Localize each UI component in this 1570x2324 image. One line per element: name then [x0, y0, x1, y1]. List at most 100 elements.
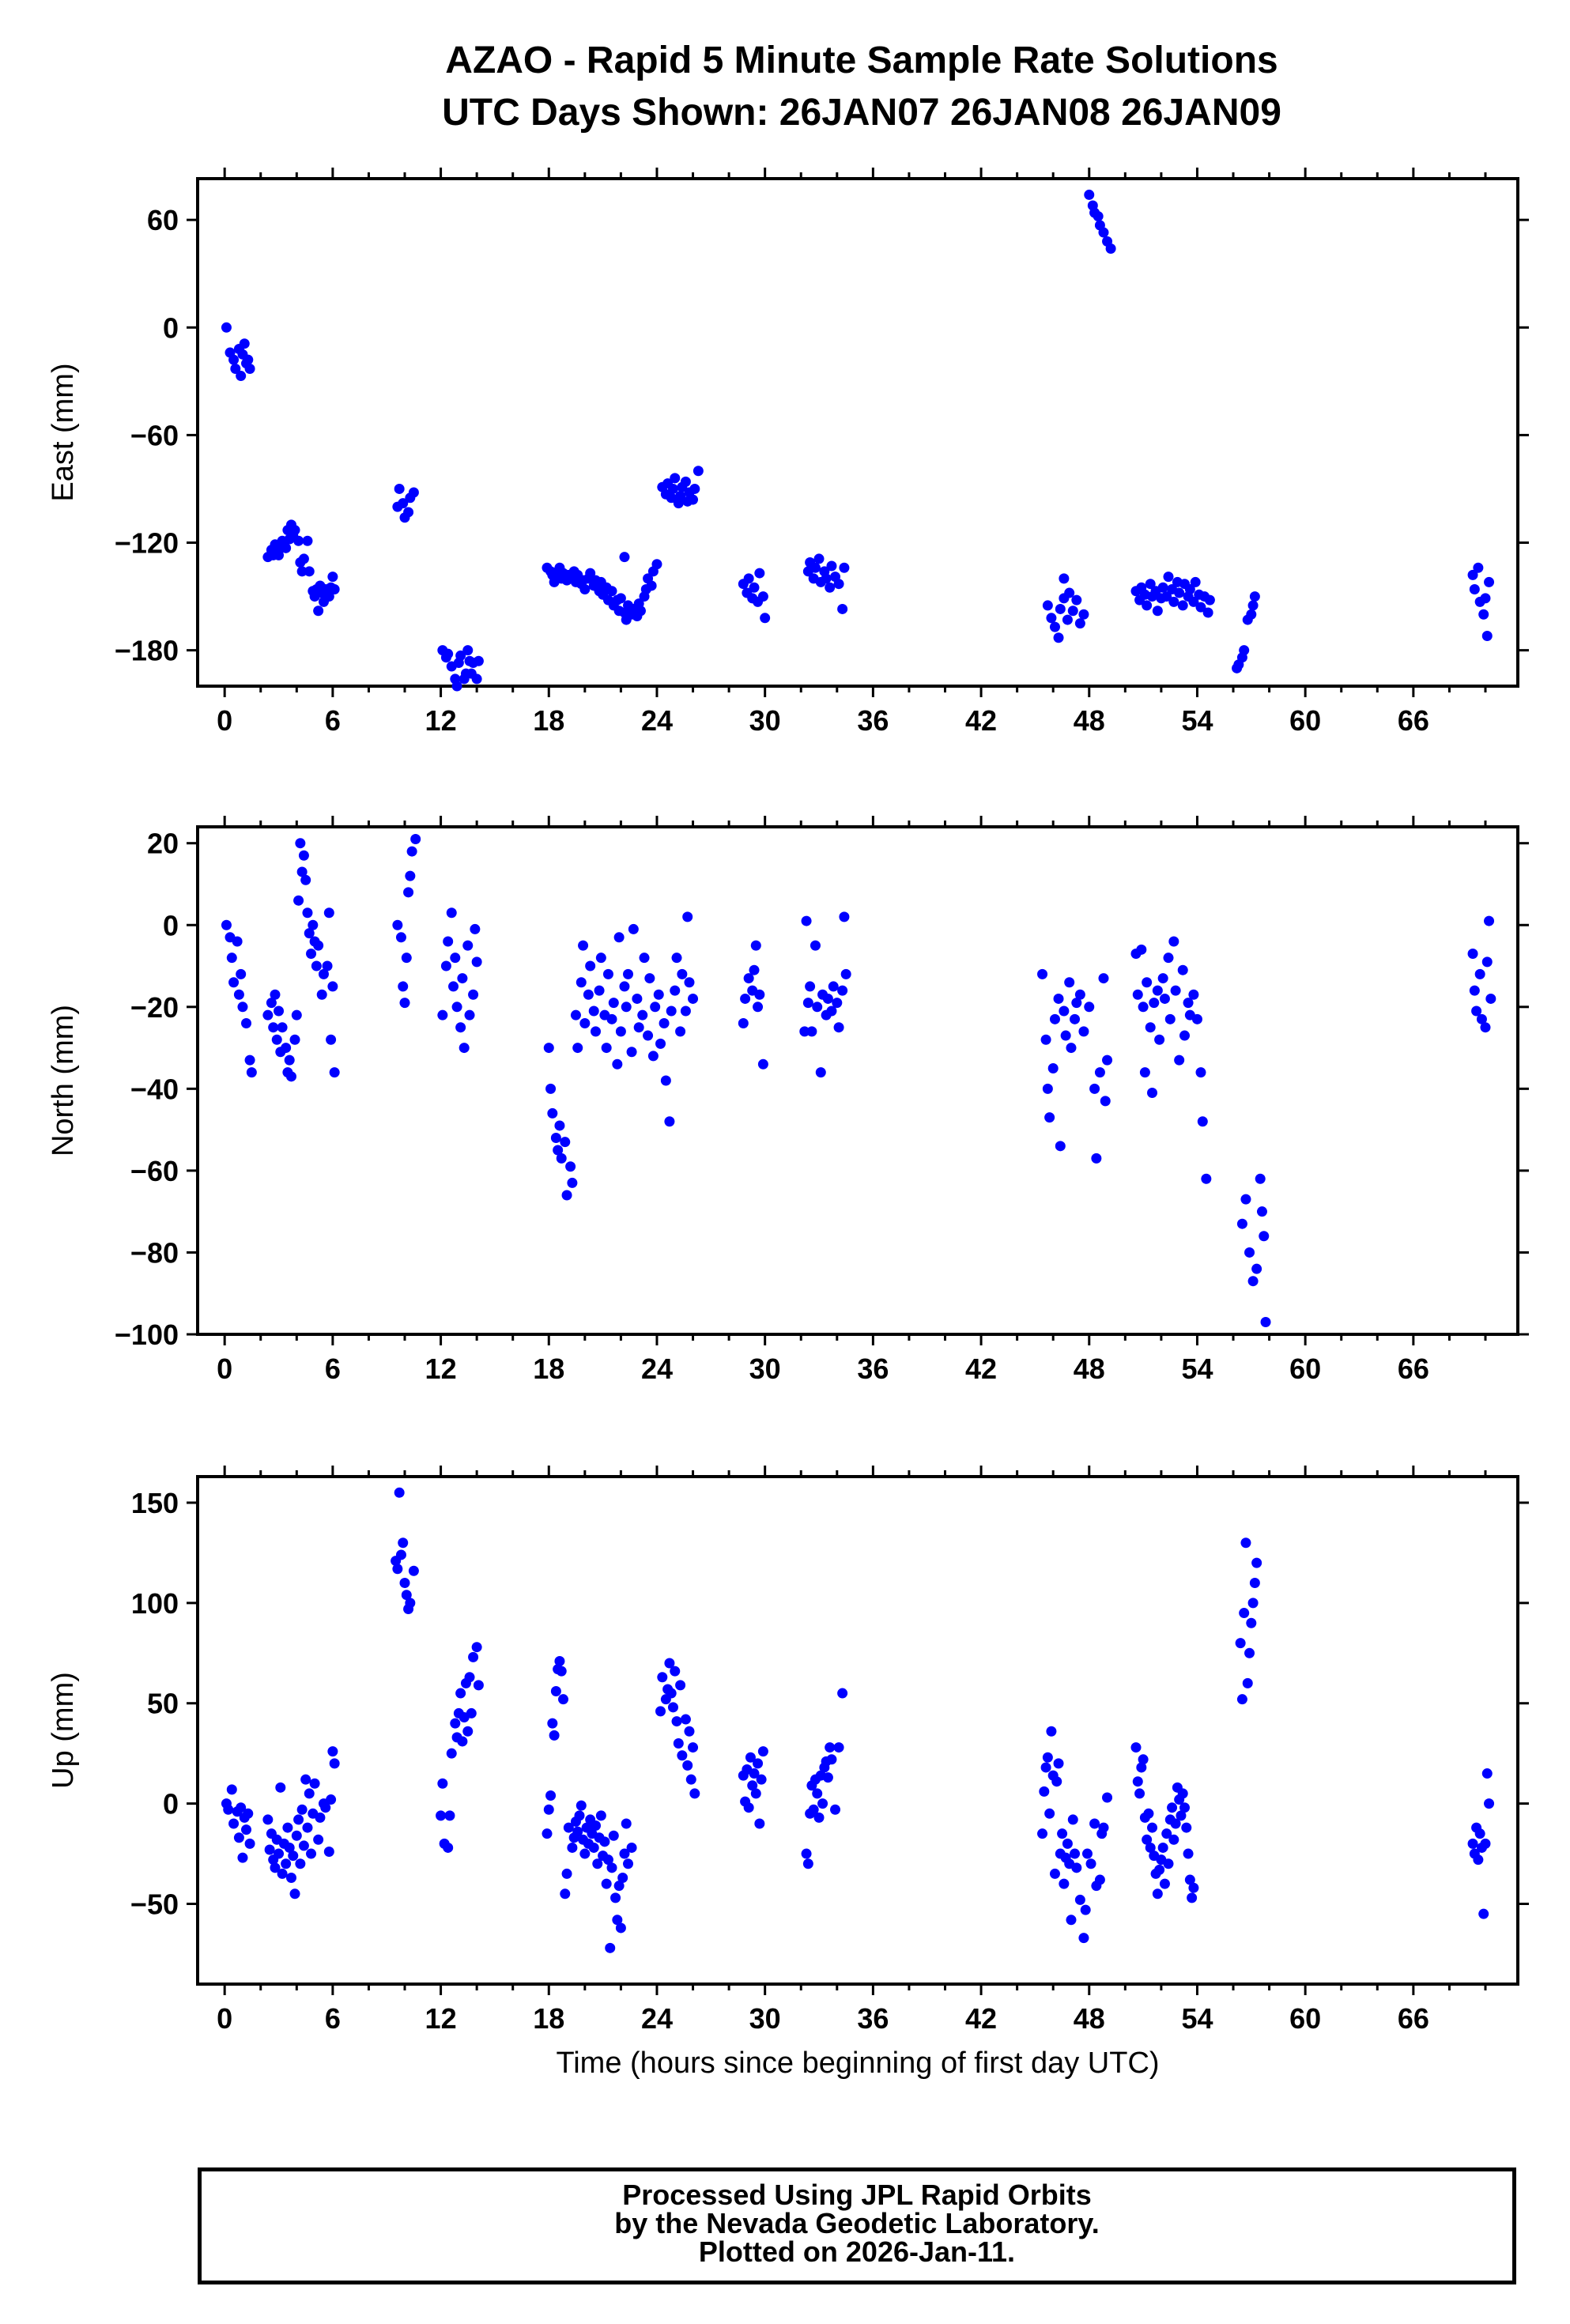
data-point [812, 1788, 823, 1799]
data-point [595, 1810, 606, 1821]
data-point [1188, 596, 1199, 607]
data-point [1081, 1848, 1093, 1859]
data-point [1481, 1768, 1493, 1779]
data-point [1053, 1758, 1064, 1769]
data-point [1159, 1878, 1170, 1889]
data-point [1183, 1848, 1194, 1859]
data-point [601, 1878, 612, 1889]
data-point [398, 498, 409, 509]
data-point [233, 989, 244, 1000]
data-point [320, 1802, 331, 1813]
data-point [613, 1881, 625, 1892]
data-point [1246, 1617, 1257, 1628]
data-point [685, 1774, 696, 1785]
data-point [680, 1714, 691, 1725]
data-point [1163, 572, 1174, 583]
data-point [1480, 1022, 1491, 1033]
data-point [298, 1840, 309, 1851]
data-point [1236, 1694, 1247, 1705]
data-point [650, 1002, 661, 1013]
data-point [1170, 1818, 1181, 1829]
data-point [230, 363, 241, 374]
data-point [673, 1737, 684, 1749]
data-point [262, 1009, 274, 1021]
data-point [237, 1002, 248, 1013]
data-point [822, 993, 833, 1004]
data-point [830, 1804, 841, 1815]
data-point [394, 1487, 405, 1498]
data-point [455, 1688, 466, 1699]
data-point [1059, 1878, 1070, 1889]
data-point [1145, 1022, 1156, 1033]
data-point [1179, 1802, 1191, 1813]
data-point [436, 1810, 447, 1821]
data-point [666, 1688, 677, 1699]
data-point [1089, 1818, 1100, 1829]
data-point [750, 1788, 761, 1799]
data-point [655, 1038, 666, 1049]
data-point [1098, 227, 1109, 238]
data-point [1085, 1858, 1096, 1869]
data-point [588, 1005, 599, 1017]
data-point [1059, 573, 1070, 584]
data-point [327, 572, 338, 583]
data-point [664, 1658, 675, 1669]
data-point [556, 1666, 567, 1677]
data-point [228, 354, 240, 365]
data-point [394, 483, 405, 494]
data-point [296, 566, 308, 577]
data-point [839, 911, 850, 922]
data-point [1152, 1888, 1163, 1900]
chart-title-block: AZAO - Rapid 5 Minute Sample Rate Soluti… [0, 35, 1570, 139]
data-point [1183, 998, 1194, 1009]
data-point [1145, 1842, 1156, 1853]
data-point [615, 593, 626, 604]
x-tick-label: 0 [217, 1353, 232, 1385]
data-point [664, 1116, 675, 1127]
data-point [560, 1888, 571, 1900]
data-point [405, 1598, 416, 1609]
data-point [1469, 985, 1480, 996]
x-tick-label: 54 [1181, 704, 1213, 737]
data-point [837, 603, 848, 614]
data-point [1177, 600, 1188, 611]
data-point [619, 552, 630, 563]
data-point [1152, 606, 1163, 617]
data-point [246, 1067, 257, 1078]
data-point [228, 1818, 240, 1829]
data-point [473, 1680, 484, 1691]
data-point [291, 1830, 302, 1841]
data-point [621, 1818, 632, 1829]
data-point [688, 1742, 699, 1753]
data-point [1481, 630, 1493, 641]
data-point [1244, 1647, 1255, 1658]
data-point [1074, 989, 1085, 1000]
data-point [655, 1706, 666, 1717]
data-point [274, 1005, 285, 1017]
data-point [1174, 587, 1185, 598]
y-tick-label: 0 [163, 311, 179, 344]
footer-line-1: Processed Using JPL Rapid Orbits [622, 2179, 1092, 2211]
data-point [221, 919, 232, 930]
data-point [561, 1868, 572, 1879]
data-point [567, 1842, 578, 1853]
data-point [579, 1018, 591, 1029]
data-point [457, 1736, 468, 1747]
data-point [760, 613, 771, 624]
data-point [1070, 1848, 1081, 1859]
data-point [1249, 591, 1260, 602]
data-point [306, 949, 317, 959]
data-point [1055, 1141, 1066, 1152]
data-point [293, 1814, 304, 1825]
data-point [1098, 1822, 1109, 1833]
data-point [327, 1746, 338, 1757]
data-point [1142, 977, 1153, 988]
data-point [671, 1716, 682, 1727]
data-point [1134, 1788, 1145, 1799]
data-point [241, 1018, 252, 1029]
data-point [1260, 1316, 1271, 1327]
data-point [1132, 1776, 1143, 1787]
data-point [756, 1774, 767, 1785]
data-point [308, 919, 319, 930]
data-point [406, 846, 417, 857]
